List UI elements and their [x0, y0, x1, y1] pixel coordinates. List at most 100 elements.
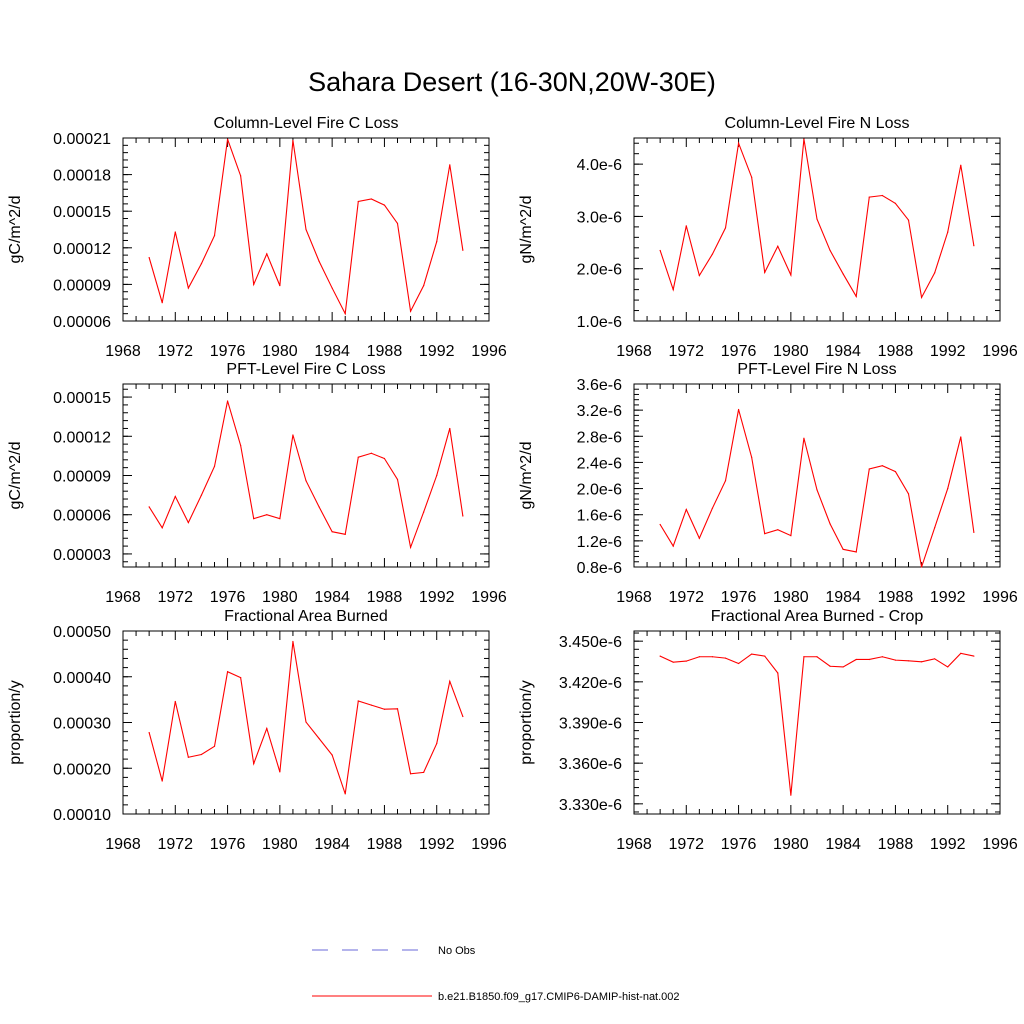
x-tick-label: 1988 — [367, 836, 403, 853]
data-point — [161, 780, 163, 782]
y-tick-label: 1.2e-6 — [577, 534, 622, 551]
data-point — [881, 656, 883, 658]
data-point — [698, 656, 700, 658]
x-tick-label: 1976 — [210, 343, 246, 360]
y-tick-label: 0.00009 — [53, 469, 111, 486]
x-tick-label: 1992 — [419, 836, 455, 853]
x-tick-label: 1976 — [210, 836, 246, 853]
data-point — [842, 548, 844, 550]
data-point — [148, 506, 150, 508]
data-point — [698, 537, 700, 539]
data-point — [174, 231, 176, 233]
x-tick-label: 1980 — [262, 343, 298, 360]
y-tick-label: 0.00018 — [53, 168, 111, 185]
data-point — [383, 708, 386, 710]
chart-panel-5: 1968 1972 1976 1980 1984 1988 1992 1996 0.00010 0… — [7, 608, 507, 853]
data-point — [344, 533, 346, 535]
data-point — [803, 138, 805, 140]
data-point — [920, 566, 923, 568]
data-point — [973, 531, 975, 533]
x-tick-label: 1968 — [616, 836, 652, 853]
data-point — [659, 655, 661, 657]
data-point — [737, 408, 740, 411]
series-line — [148, 139, 464, 316]
data-point — [894, 202, 897, 204]
data-point — [816, 656, 818, 658]
data-point — [659, 249, 661, 252]
data-point — [305, 721, 307, 723]
data-point — [279, 771, 281, 773]
data-point — [187, 287, 189, 289]
data-point — [737, 662, 740, 665]
data-point — [777, 245, 779, 247]
data-point — [292, 139, 294, 142]
data-point — [764, 271, 766, 273]
data-point — [816, 218, 818, 220]
series-line — [659, 138, 975, 300]
data-point — [907, 219, 910, 221]
y-axis-label: gN/m^2/d — [518, 442, 535, 510]
data-point — [777, 529, 779, 531]
data-point — [711, 253, 714, 255]
x-tick-label: 1976 — [721, 589, 757, 606]
data-point — [357, 456, 359, 458]
data-point — [213, 235, 216, 237]
data-point — [672, 545, 674, 547]
y-axis-label: proportion/y — [518, 680, 535, 765]
data-point — [200, 263, 203, 265]
data-point — [973, 655, 975, 657]
data-point — [672, 289, 674, 291]
data-point — [396, 708, 399, 710]
x-tick-label: 1968 — [105, 836, 141, 853]
series-line — [148, 641, 464, 795]
data-point — [305, 480, 307, 482]
data-point — [724, 480, 727, 482]
data-point — [894, 470, 897, 473]
data-point — [436, 241, 438, 243]
data-point — [423, 285, 425, 287]
y-tick-label: 0.00012 — [53, 429, 111, 446]
data-point — [174, 700, 176, 703]
series-line — [148, 400, 464, 550]
data-point — [764, 533, 766, 535]
x-tick-label: 1980 — [773, 836, 809, 853]
y-tick-label: 0.00040 — [53, 670, 111, 687]
y-tick-label: 4.0e-6 — [577, 157, 622, 174]
data-point — [960, 164, 962, 166]
chart-panel-3: 1968 1972 1976 1980 1984 1988 1992 1996 0.00003 0… — [7, 361, 507, 606]
y-tick-label: 0.00006 — [53, 314, 111, 331]
data-point — [213, 465, 216, 467]
y-tick-label: 0.00003 — [53, 547, 111, 564]
x-tick-label: 1988 — [367, 589, 403, 606]
y-tick-label: 2.0e-6 — [577, 262, 622, 279]
data-point — [907, 660, 910, 662]
x-tick-label: 1972 — [668, 343, 704, 360]
panel-title: PFT-Level Fire N Loss — [737, 361, 896, 378]
data-point — [790, 794, 792, 796]
data-point — [187, 521, 189, 524]
data-point — [829, 523, 831, 525]
data-point — [174, 495, 176, 498]
data-point — [409, 310, 412, 312]
x-tick-label: 1996 — [471, 343, 507, 360]
data-point — [881, 465, 883, 467]
x-tick-label: 1976 — [721, 343, 757, 360]
data-point — [240, 175, 242, 177]
chart-panel-4: 1968 1972 1976 1980 1984 1988 1992 1996 0.8e-6 1.… — [518, 361, 1018, 606]
y-axis-label: gC/m^2/d — [7, 196, 24, 264]
data-point — [462, 715, 464, 718]
data-point — [292, 640, 294, 643]
data-point — [868, 196, 870, 198]
data-point — [960, 436, 962, 438]
series-line — [659, 409, 975, 568]
x-tick-label: 1976 — [721, 836, 757, 853]
x-tick-label: 1992 — [419, 343, 455, 360]
x-tick-label: 1984 — [825, 836, 861, 853]
data-point — [920, 661, 923, 663]
x-tick-label: 1972 — [157, 836, 193, 853]
x-tick-label: 1988 — [878, 589, 914, 606]
data-point — [462, 249, 464, 251]
data-point — [842, 273, 844, 275]
data-point — [855, 551, 857, 553]
